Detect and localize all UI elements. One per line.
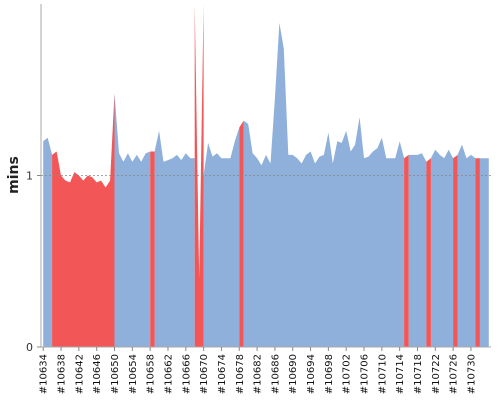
area-ok-segment-0 (43, 137, 53, 347)
y-tick-label-1: 1 (26, 170, 33, 183)
area-fail-segment-2 (194, 4, 204, 347)
x-tick-label-15: #10694 (306, 354, 317, 394)
x-tick-label-13: #10686 (270, 354, 281, 394)
x-tick-label-6: #10658 (146, 354, 157, 394)
area-fail-segment-7 (475, 158, 480, 347)
area-ok-segment-7 (457, 144, 476, 347)
y-axis-label: mins (6, 156, 22, 194)
x-tick-label-3: #10646 (92, 354, 103, 394)
x-tick-label-16: #10698 (324, 354, 335, 394)
x-ticks: #10634 #10638 #10642 #10646 #10650 #10654 #106… (39, 347, 478, 394)
x-tick-label-24: #10730 (467, 354, 478, 394)
area-ok-segment-1 (114, 93, 151, 347)
series-areas (43, 4, 489, 348)
x-tick-label-11: #10678 (235, 354, 246, 394)
x-tick-label-17: #10702 (342, 354, 353, 394)
x-tick-label-14: #10690 (288, 354, 299, 394)
x-tick-label-21: #10718 (413, 354, 424, 394)
x-tick-label-22: #10722 (431, 354, 442, 394)
x-tick-label-5: #10654 (128, 354, 139, 394)
x-tick-label-12: #10682 (253, 354, 264, 394)
y-tick-label-0: 0 (26, 341, 33, 354)
area-ok-segment-5 (408, 153, 427, 347)
x-tick-label-2: #10642 (74, 354, 85, 394)
area-fail-segment-3 (239, 120, 244, 347)
area-ok-segment-2 (154, 130, 195, 347)
x-tick-label-0: #10634 (39, 354, 50, 394)
x-tick-label-1: #10638 (57, 354, 68, 394)
area-fail-segment-6 (453, 154, 458, 347)
area-fail-segment-4 (404, 154, 409, 347)
x-tick-label-23: #10726 (449, 354, 460, 394)
area-ok-segment-4 (243, 22, 405, 348)
x-tick-label-8: #10666 (181, 354, 192, 394)
x-tick-label-4: #10650 (110, 354, 121, 394)
area-fail-segment-1 (150, 151, 155, 347)
x-tick-label-9: #10670 (199, 354, 210, 394)
area-fail-segment-0 (52, 93, 115, 347)
x-tick-label-19: #10710 (377, 354, 388, 394)
area-ok-segment-3 (203, 127, 240, 347)
area-ok-segment-6 (430, 149, 454, 347)
area-ok-segment-8 (479, 158, 489, 347)
x-tick-label-10: #10674 (217, 354, 228, 394)
x-tick-label-7: #10662 (164, 354, 175, 394)
x-tick-label-20: #10714 (395, 354, 406, 394)
x-tick-label-18: #10706 (360, 354, 371, 394)
y-ticks: 01 (26, 170, 41, 354)
area-fail-segment-5 (426, 158, 431, 347)
